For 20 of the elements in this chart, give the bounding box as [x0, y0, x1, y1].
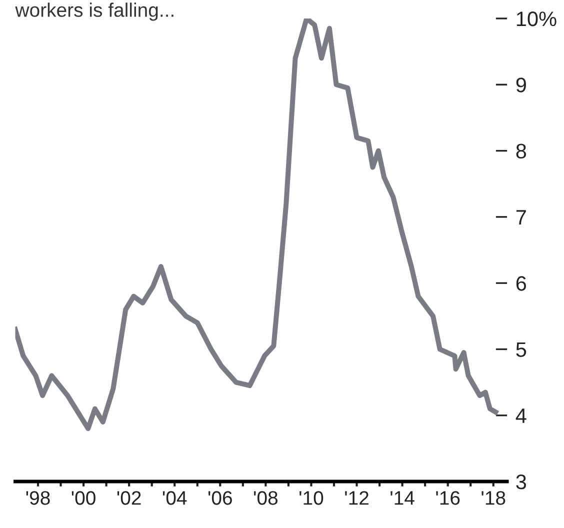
x-tick-label: '02 [117, 491, 141, 505]
y-tick-label: 8 [516, 144, 526, 159]
y-tick-label: 7 [516, 210, 526, 224]
x-tick-label: '98 [26, 491, 50, 505]
chart-title: workers is falling... [15, 2, 174, 21]
x-tick-label: '14 [390, 491, 414, 505]
y-tick-label: 4 [516, 408, 526, 423]
x-tick-label: '00 [72, 491, 96, 505]
y-tick-label: 9 [516, 78, 526, 92]
x-tick-label: '10 [300, 491, 324, 505]
x-tick-label: '12 [345, 491, 368, 505]
x-tick-label: '08 [254, 491, 278, 505]
y-tick-label: 6 [516, 276, 526, 291]
x-tick-label: '16 [436, 491, 460, 505]
x-tick-label: '06 [208, 491, 232, 505]
y-tick-label: 10% [516, 11, 556, 26]
x-tick-label: '04 [162, 491, 187, 505]
x-tick-label: '18 [482, 491, 506, 505]
y-tick-label: 3 [516, 474, 526, 490]
y-tick-label: 5 [516, 342, 526, 357]
